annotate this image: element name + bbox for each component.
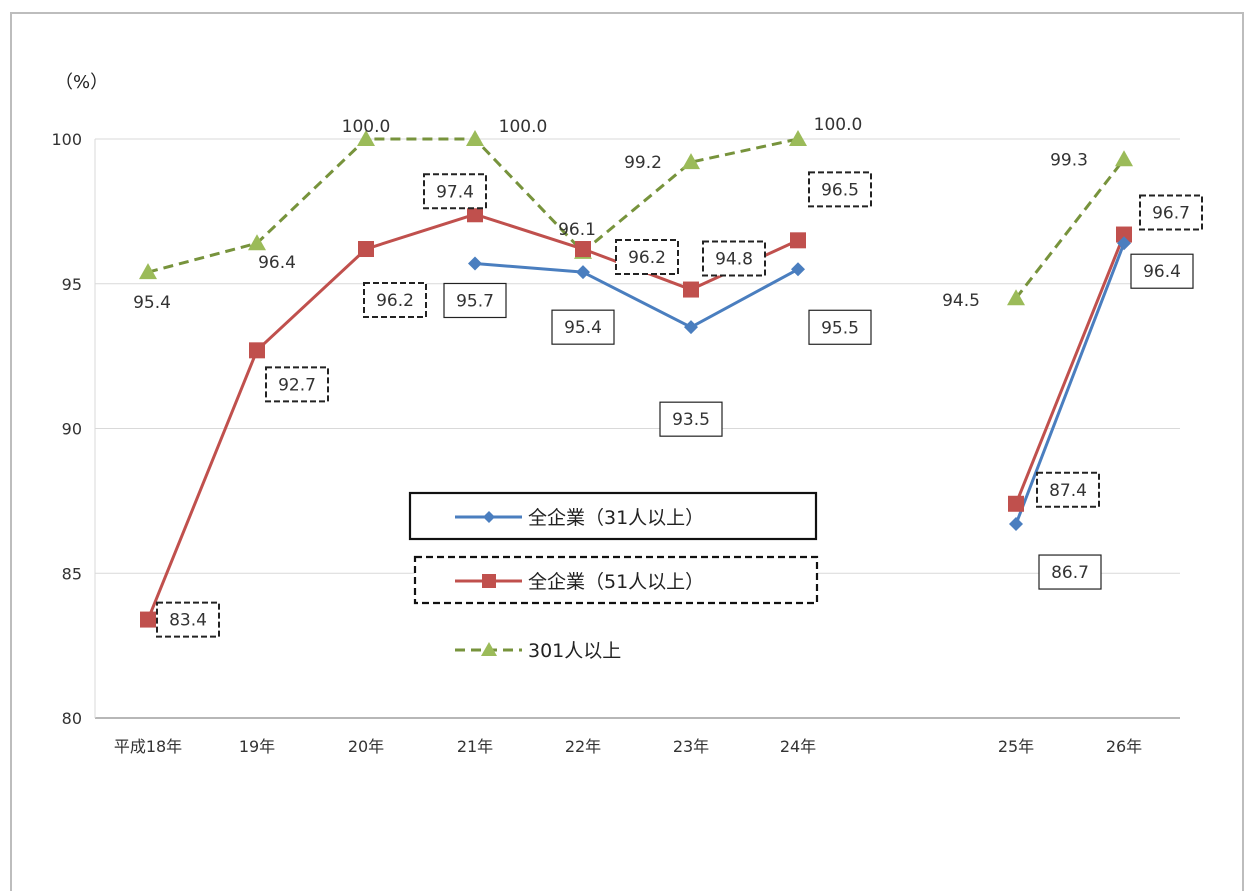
series-markers — [139, 130, 1133, 628]
grid-lines — [95, 138, 1180, 719]
data-label: 93.5 — [672, 410, 710, 430]
data-point — [790, 232, 806, 249]
data-point — [467, 206, 483, 223]
data-point — [358, 241, 374, 258]
data-label: 99.3 — [1050, 150, 1088, 170]
data-point — [1007, 289, 1025, 306]
data-point — [468, 256, 482, 271]
data-label-box — [615, 239, 679, 276]
data-point — [576, 265, 590, 280]
y-axis: 80 85 90 95 100 — [51, 130, 96, 728]
data-point — [248, 234, 266, 251]
data-label: 97.4 — [436, 182, 474, 202]
data-label: 94.8 — [715, 250, 753, 270]
data-label: 99.2 — [624, 153, 662, 173]
data-label: 95.5 — [821, 318, 859, 338]
data-label: 83.4 — [169, 611, 207, 631]
data-label: 96.7 — [1152, 204, 1190, 224]
data-point — [1116, 226, 1132, 243]
data-point — [683, 281, 699, 298]
x-tick-label: 22年 — [565, 737, 601, 756]
data-label-box — [702, 240, 766, 277]
y-tick-label: 100 — [51, 130, 82, 149]
data-label: 92.7 — [278, 375, 316, 395]
data-point — [684, 320, 698, 335]
data-label-box — [363, 282, 427, 319]
data-label: 95.4 — [564, 318, 602, 338]
data-label-box — [1036, 471, 1100, 508]
data-point — [789, 130, 807, 146]
y-tick-label: 95 — [62, 275, 82, 294]
data-point — [466, 130, 484, 146]
data-label-box — [1139, 194, 1203, 231]
data-point — [1009, 517, 1023, 532]
legend-label: 全企業（51人以上） — [528, 571, 704, 593]
data-label-box — [443, 282, 507, 319]
y-unit-label: （%） — [55, 72, 108, 93]
x-tick-label: 平成18年 — [114, 737, 182, 756]
legend-label: 全企業（31人以上） — [528, 507, 704, 529]
legend-marker — [482, 574, 496, 588]
data-label: 96.4 — [258, 253, 296, 273]
data-label: 96.2 — [628, 248, 666, 268]
data-point — [357, 130, 375, 146]
data-label: 96.5 — [821, 180, 859, 200]
data-point — [1115, 150, 1133, 167]
y-tick-label: 85 — [62, 564, 82, 583]
data-label: 87.4 — [1049, 481, 1087, 501]
series-line — [1014, 242, 1126, 525]
x-tick-label: 19年 — [239, 737, 275, 756]
data-label: 96.2 — [376, 291, 414, 311]
data-label: 86.7 — [1051, 563, 1089, 583]
data-label-box — [1038, 554, 1102, 590]
data-point — [139, 263, 157, 280]
series-line — [1014, 158, 1126, 300]
legend: 全企業（31人以上） 全企業（51人以上） 301人以上 — [408, 491, 819, 662]
data-label-box — [808, 309, 872, 345]
legend-marker — [481, 642, 497, 656]
chart-frame — [10, 12, 1244, 891]
data-label: 94.5 — [942, 291, 980, 311]
x-tick-label: 20年 — [348, 737, 384, 756]
x-tick-label: 23年 — [673, 737, 709, 756]
data-label: 95.7 — [456, 291, 494, 311]
y-tick-label: 90 — [62, 420, 82, 439]
data-label-box — [156, 601, 220, 638]
data-label: 96.1 — [558, 220, 596, 240]
x-tick-label: 26年 — [1106, 737, 1142, 756]
data-label-box — [551, 309, 615, 345]
data-point — [575, 241, 591, 258]
data-point — [140, 611, 156, 628]
x-tick-label: 25年 — [998, 737, 1034, 756]
data-point — [249, 342, 265, 359]
data-label: 96.4 — [1143, 262, 1181, 282]
data-label: 100.0 — [499, 117, 548, 137]
data-labels: 95.7 95.4 93.5 95.5 86.7 96.4 83.4 92.7 96.2 97.4… — [133, 115, 1203, 638]
data-label-box — [659, 401, 723, 437]
series-line — [474, 261, 799, 329]
data-label: 100.0 — [814, 115, 863, 135]
data-label-box — [265, 366, 329, 403]
series-line — [1014, 233, 1126, 505]
legend-marker — [483, 511, 495, 523]
data-point — [682, 153, 700, 170]
x-axis: 平成18年 19年 20年 21年 22年 23年 24年 25年 26年 — [114, 737, 1142, 756]
data-point — [1117, 236, 1131, 251]
data-point — [1008, 495, 1024, 512]
x-tick-label: 21年 — [457, 737, 493, 756]
y-tick-label: 80 — [62, 709, 82, 728]
data-label-box — [1130, 253, 1194, 289]
legend-label: 301人以上 — [528, 640, 621, 662]
data-point — [791, 262, 805, 277]
data-label-box — [808, 171, 872, 208]
x-tick-label: 24年 — [780, 737, 816, 756]
data-label: 95.4 — [133, 293, 171, 313]
data-label-box — [423, 173, 487, 210]
data-label: 100.0 — [342, 117, 391, 137]
